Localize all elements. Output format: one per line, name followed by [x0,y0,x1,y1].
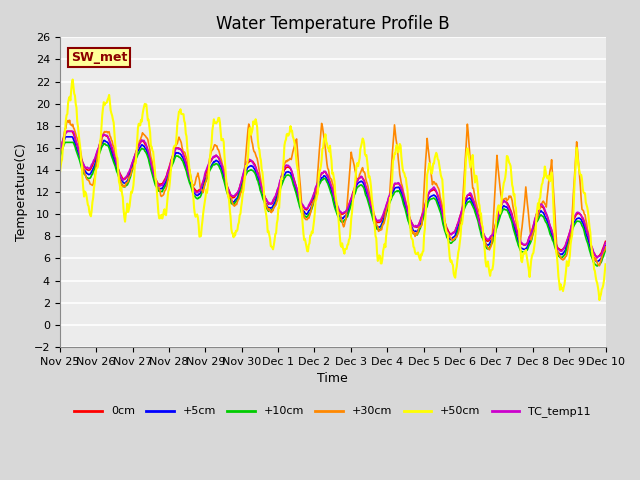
+5cm [178,154,186,159]
+50cm [416,255,424,261]
TC_temp11 [63,129,71,134]
Line: TC_temp11: TC_temp11 [60,132,605,258]
+10cm [67,140,74,145]
+5cm [56,152,63,158]
TC_temp11 [178,149,186,155]
0cm [178,148,186,154]
TC_temp11 [56,148,63,154]
TC_temp11 [67,129,74,134]
+30cm [123,180,131,186]
0cm [400,193,408,199]
+10cm [593,263,601,269]
+50cm [56,172,63,178]
+50cm [123,208,131,214]
TC_temp11 [593,255,601,261]
+50cm [66,94,74,100]
Line: +50cm: +50cm [60,80,605,300]
Line: +30cm: +30cm [60,120,605,266]
+5cm [123,179,131,184]
+50cm [596,297,604,303]
+30cm [66,118,74,123]
TC_temp11 [123,173,131,179]
+30cm [207,151,214,156]
+50cm [178,111,186,117]
Y-axis label: Temperature(C): Temperature(C) [15,143,28,241]
+5cm [62,134,70,140]
+10cm [61,140,69,145]
+30cm [596,263,604,269]
+30cm [602,244,609,250]
X-axis label: Time: Time [317,372,348,385]
+50cm [69,77,77,83]
TC_temp11 [400,192,408,198]
+10cm [56,156,63,162]
+5cm [593,259,601,264]
+10cm [123,182,131,188]
Line: +5cm: +5cm [60,137,605,262]
TC_temp11 [207,157,214,163]
+5cm [400,198,408,204]
+5cm [416,224,424,230]
Text: SW_met: SW_met [70,51,127,64]
Line: +10cm: +10cm [60,143,605,266]
Line: 0cm: 0cm [60,132,605,257]
TC_temp11 [602,240,609,246]
+50cm [207,145,214,151]
+10cm [207,166,214,171]
+50cm [602,262,609,267]
+10cm [416,227,424,232]
+50cm [400,169,408,175]
0cm [63,129,70,134]
+10cm [602,247,609,253]
0cm [123,174,131,180]
0cm [56,148,63,154]
+30cm [67,122,74,128]
TC_temp11 [416,220,424,226]
+30cm [400,190,408,195]
+5cm [67,134,74,140]
+10cm [178,157,186,163]
+30cm [56,151,63,156]
0cm [602,239,609,244]
+5cm [602,243,609,249]
0cm [416,219,424,225]
0cm [593,254,601,260]
0cm [207,158,214,164]
0cm [67,129,74,134]
+5cm [207,164,214,169]
+30cm [178,144,186,150]
Legend: 0cm, +5cm, +10cm, +30cm, +50cm, TC_temp11: 0cm, +5cm, +10cm, +30cm, +50cm, TC_temp1… [70,402,595,422]
Title: Water Temperature Profile B: Water Temperature Profile B [216,15,449,33]
+30cm [416,224,424,229]
+10cm [400,202,408,207]
